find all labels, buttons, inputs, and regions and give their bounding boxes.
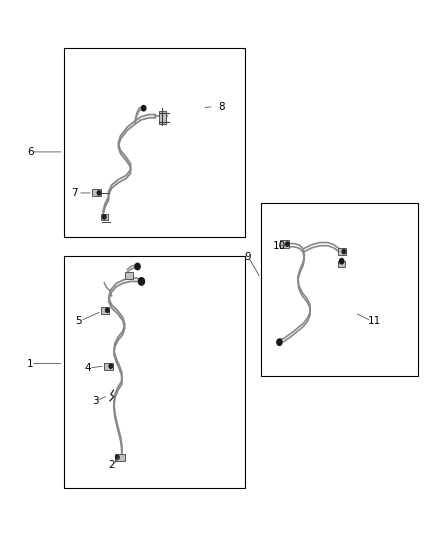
Bar bbox=[92, 189, 101, 196]
Text: 10: 10 bbox=[273, 241, 286, 251]
Text: 8: 8 bbox=[218, 102, 225, 111]
Text: 7: 7 bbox=[71, 188, 78, 198]
Circle shape bbox=[141, 106, 146, 111]
Bar bbox=[159, 111, 166, 124]
Bar bbox=[101, 307, 110, 313]
Text: 1: 1 bbox=[27, 359, 34, 368]
Circle shape bbox=[102, 215, 106, 219]
Circle shape bbox=[106, 308, 109, 312]
Bar bbox=[338, 248, 346, 255]
Text: 11: 11 bbox=[368, 316, 381, 326]
Circle shape bbox=[97, 191, 101, 195]
Bar bbox=[115, 454, 125, 461]
Text: 3: 3 bbox=[92, 396, 99, 406]
Circle shape bbox=[135, 263, 140, 270]
Bar bbox=[125, 272, 133, 279]
Bar bbox=[338, 261, 345, 266]
Circle shape bbox=[116, 455, 119, 459]
Text: 5: 5 bbox=[75, 316, 82, 326]
Bar bbox=[64, 48, 245, 237]
Circle shape bbox=[339, 259, 344, 264]
Bar bbox=[104, 362, 113, 370]
Bar bbox=[280, 240, 289, 248]
Circle shape bbox=[286, 242, 289, 246]
Circle shape bbox=[138, 278, 145, 285]
Text: 6: 6 bbox=[27, 147, 34, 157]
Bar bbox=[101, 214, 108, 220]
Text: 9: 9 bbox=[244, 252, 251, 262]
Text: 4: 4 bbox=[85, 363, 91, 373]
Circle shape bbox=[109, 364, 113, 368]
Bar bbox=[64, 256, 245, 488]
Bar bbox=[261, 203, 418, 376]
Circle shape bbox=[342, 249, 346, 254]
Text: 2: 2 bbox=[109, 461, 115, 470]
Circle shape bbox=[277, 339, 282, 345]
